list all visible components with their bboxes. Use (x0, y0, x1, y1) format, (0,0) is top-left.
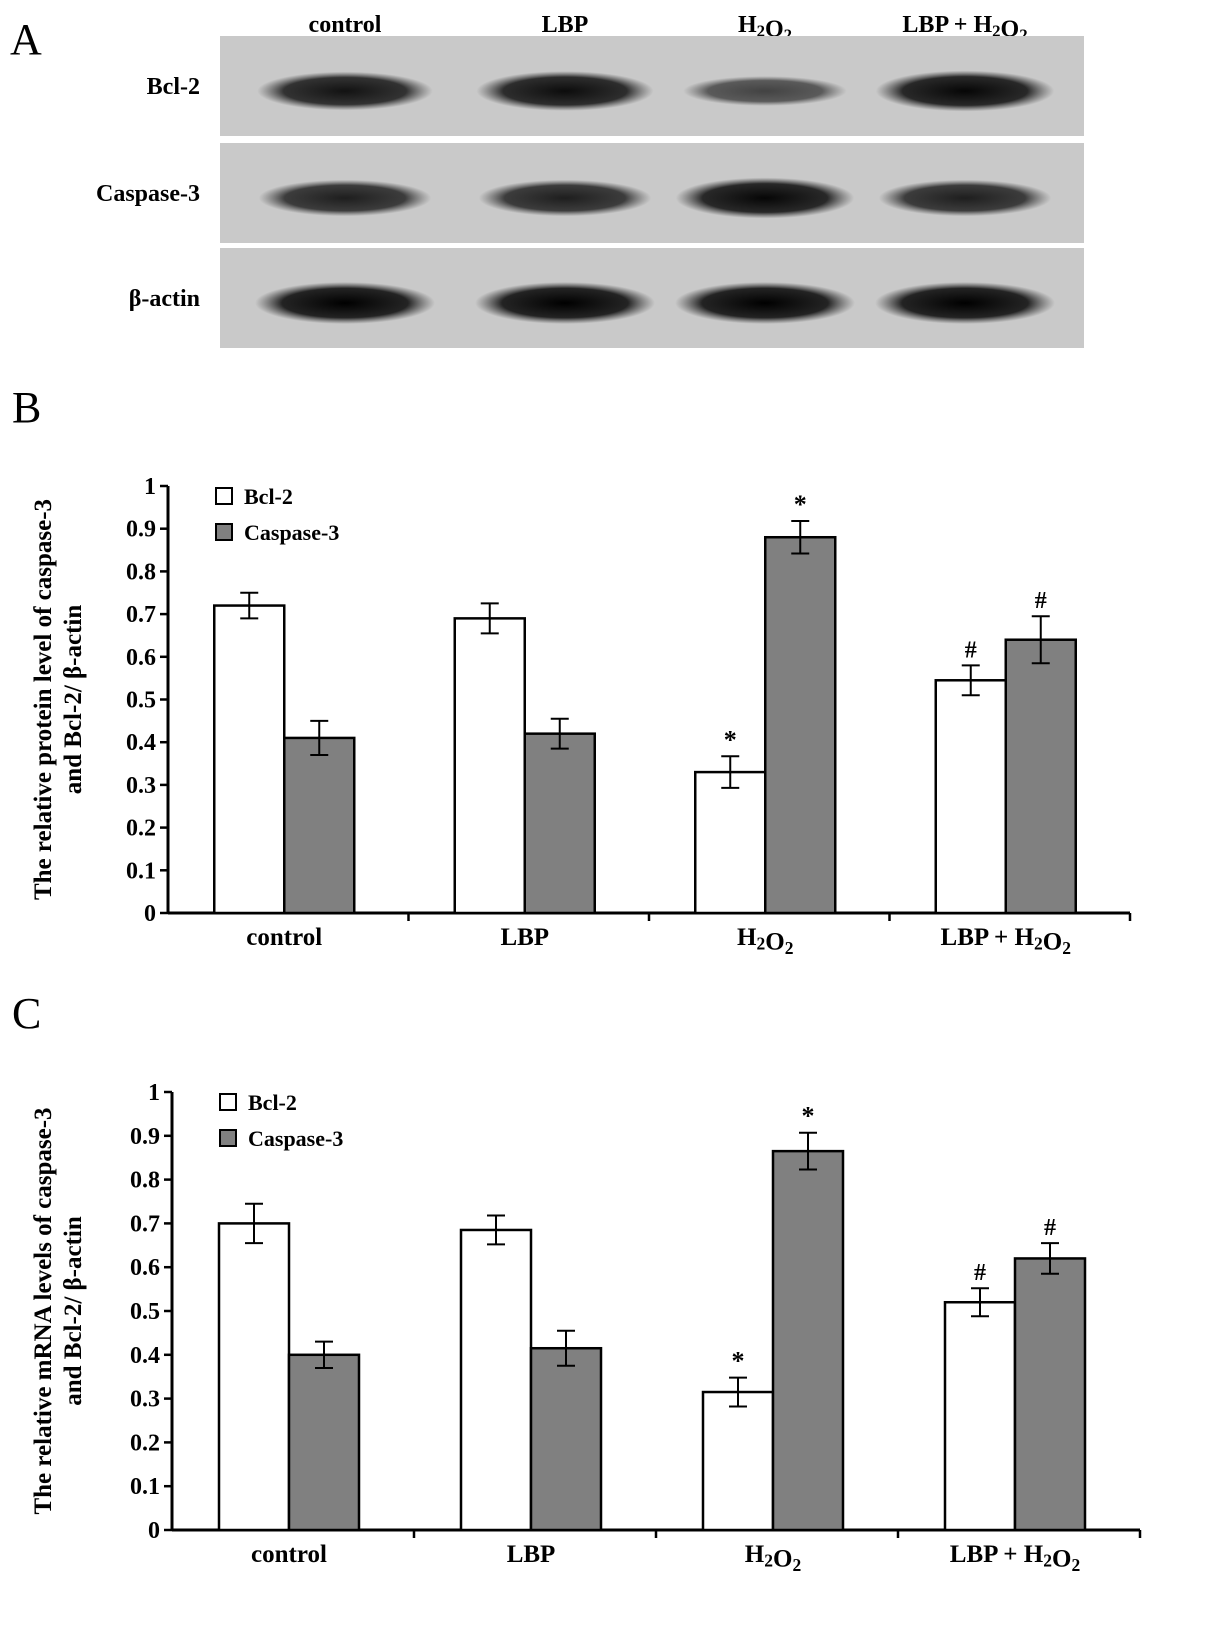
blot-band (878, 179, 1052, 217)
y-tick-label: 0.9 (130, 1124, 160, 1150)
blot-row-label: Bcl-2 (147, 74, 200, 100)
y-tick-label: 0.2 (130, 1430, 160, 1456)
x-tick-label: H2O2 (737, 924, 793, 958)
blot-band (476, 71, 654, 111)
blot-band (478, 179, 652, 217)
x-tick-label: control (251, 1541, 327, 1568)
y-tick-label: 0.1 (130, 1474, 160, 1500)
blot-band (475, 282, 655, 324)
legend-swatch (215, 487, 233, 505)
legend-swatch (219, 1129, 237, 1147)
bar (943, 1300, 1017, 1532)
blot-lane-label: control (309, 12, 382, 38)
panel-label-a: A (10, 15, 42, 64)
significance-mark: * (724, 725, 737, 754)
x-tick-label: control (246, 924, 322, 951)
y-tick-label: 0.5 (130, 1299, 160, 1325)
legend-label: Caspase-3 (248, 1126, 343, 1151)
bar (701, 1390, 775, 1532)
y-axis-label: The relative protein level of caspase-3 a… (30, 499, 87, 900)
x-tick-label: LBP + H2O2 (941, 924, 1071, 958)
significance-mark: # (1044, 1215, 1056, 1241)
significance-mark: * (732, 1347, 745, 1376)
blot-lane-label: LBP (542, 12, 589, 38)
significance-mark: # (1035, 588, 1047, 614)
y-tick-label: 0 (148, 1518, 160, 1544)
blot-row-label: Caspase-3 (96, 181, 200, 207)
blot-band (255, 282, 435, 324)
legend-label: Bcl-2 (244, 484, 293, 509)
blot-band (875, 282, 1055, 324)
y-tick-label: 0.7 (130, 1211, 160, 1237)
bar (217, 1222, 291, 1532)
y-tick-label: 0.3 (126, 773, 156, 799)
blot-lane-label: H2O2 (738, 12, 792, 45)
bar (694, 770, 767, 915)
y-axis-label: The relative mRNA levels of caspase-3 and… (30, 1107, 87, 1514)
bar (287, 1353, 361, 1532)
legend-swatch (219, 1093, 237, 1111)
y-tick-label: 1 (148, 1080, 160, 1106)
y-tick-label: 0 (144, 901, 156, 927)
mrna-level-chart: 0 0.1 0.2 0.3 0.4 0.5 0.6 0.7 0.8 0.9 1 The relativ… (30, 1080, 1142, 1575)
protein-level-chart: 0 0.1 0.2 0.3 0.4 0.5 0.6 0.7 0.8 0.9 1 The relativ… (30, 474, 1132, 958)
panel-label-b: B (12, 383, 42, 432)
bar (523, 732, 596, 915)
x-tick-label: LBP (500, 924, 549, 951)
legend-label: Bcl-2 (248, 1090, 297, 1115)
y-tick-label: 0.4 (130, 1343, 160, 1369)
legend-swatch (215, 523, 233, 541)
blot-band (258, 179, 432, 217)
legend-label: Caspase-3 (244, 520, 339, 545)
y-tick-label: 0.6 (130, 1255, 160, 1281)
y-tick-label: 0.1 (126, 858, 156, 884)
x-tick-label: LBP (507, 1541, 556, 1568)
bar (764, 535, 837, 915)
x-tick-label: LBP + H2O2 (950, 1541, 1080, 1575)
bar (1004, 638, 1077, 915)
blot-band (257, 71, 433, 111)
y-tick-label: 0.7 (126, 602, 156, 628)
significance-mark: * (802, 1102, 815, 1131)
bar (529, 1346, 603, 1532)
significance-mark: * (794, 490, 807, 519)
y-tick-label: 0.9 (126, 517, 156, 543)
y-tick-label: 0.8 (130, 1168, 160, 1194)
x-tick-label: H2O2 (745, 1541, 801, 1575)
y-tick-label: 0.4 (126, 730, 156, 756)
significance-mark: # (974, 1260, 986, 1286)
western-blot-panel: control LBP H2O2 LBP + H2O2 Bcl-2 Caspase-3 β-… (96, 12, 1084, 348)
bar (213, 604, 286, 915)
bar (771, 1149, 845, 1532)
y-tick-label: 0.2 (126, 816, 156, 842)
blot-lane-label: LBP + H2O2 (902, 12, 1027, 45)
blot-band (675, 177, 855, 219)
bar (283, 736, 356, 915)
y-tick-label: 1 (144, 474, 156, 500)
blot-band (875, 70, 1055, 112)
bar (459, 1228, 533, 1532)
blot-band (683, 76, 847, 106)
y-tick-label: 0.6 (126, 645, 156, 671)
y-tick-label: 0.8 (126, 559, 156, 585)
blot-band (675, 282, 855, 324)
panel-label-c: C (12, 989, 42, 1038)
blot-row-label: β-actin (129, 286, 200, 312)
y-tick-label: 0.5 (126, 688, 156, 714)
bar (453, 617, 526, 915)
significance-mark: # (965, 637, 977, 663)
y-tick-label: 0.3 (130, 1387, 160, 1413)
bar (934, 679, 1007, 915)
bar (1013, 1257, 1087, 1532)
